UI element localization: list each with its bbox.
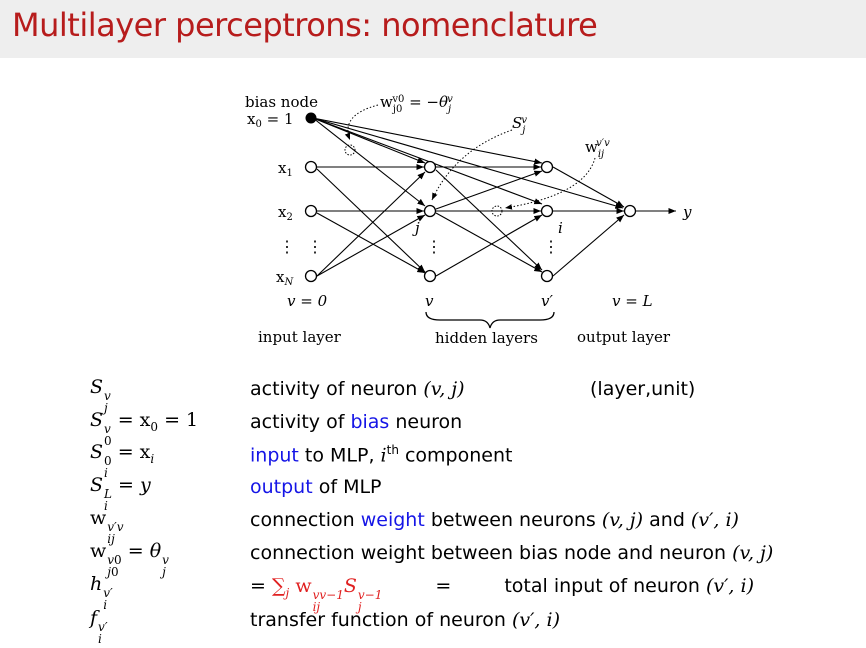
- output-y-label: y: [682, 203, 692, 221]
- mlp-diagram: bias node x0 = 1 wj0v0 = −θjv Sjv wijv′v…: [245, 93, 692, 347]
- input-node-n: [304, 269, 318, 283]
- hidden-v-dots: ⋮: [426, 237, 442, 256]
- input-dots-2: ⋮: [307, 237, 323, 256]
- annotation-arrows: [344, 104, 596, 210]
- hidden-v-node-j: [423, 204, 437, 218]
- input-node-1: [304, 160, 318, 174]
- output-node: [623, 204, 637, 218]
- hidden-vprime-dots: ⋮: [543, 237, 559, 256]
- output-layer-label: output layer: [577, 328, 671, 346]
- def-desc-transfer: transfer function of neuron (v′, i): [250, 609, 560, 631]
- def-desc-input: input to MLP, ith component: [250, 443, 513, 467]
- def-sym-total-input: h v′ i: [90, 573, 113, 612]
- def-layer-unit: (layer,unit): [590, 378, 696, 400]
- def-desc-bias-weight: connection weight between bias node and …: [250, 542, 774, 564]
- layer-v0-label: v = 0: [287, 292, 328, 310]
- input-node-2: [304, 204, 318, 218]
- input-layer-label: input layer: [258, 328, 342, 346]
- weight-label: wijv′v: [585, 138, 610, 160]
- input-label-2: x2: [278, 203, 293, 223]
- bias-weight-label: wj0v0 = −θjv: [380, 93, 453, 115]
- activity-label: Sjv: [512, 114, 527, 136]
- input-label-1: x1: [278, 159, 293, 179]
- def-desc-weight: connection weight between neurons (v, j)…: [250, 509, 739, 531]
- input-label-n: xN: [276, 268, 294, 288]
- slide-title: Multilayer perceptrons: nomenclature: [12, 6, 598, 44]
- node-i-label: i: [558, 219, 563, 237]
- weight-marker: [491, 205, 503, 217]
- def-desc-activity: activity of neuron (v, j): [250, 378, 465, 400]
- title-bar: Multilayer perceptrons: nomenclature: [0, 0, 866, 58]
- layer-vl-label: v = L: [612, 292, 653, 310]
- bias-value-label: x0 = 1: [247, 110, 294, 130]
- bias-node: [305, 112, 317, 124]
- hidden-vprime-node-1: [540, 160, 554, 174]
- layer-v-label: v: [425, 292, 434, 310]
- hidden-vprime-node-i: [540, 204, 554, 218]
- input-dots-1: ⋮: [279, 237, 295, 256]
- bias-weight-marker: [344, 144, 356, 156]
- def-sym-weight: w v′v ij: [90, 507, 124, 546]
- def-sym-transfer: f v′ i: [90, 607, 108, 646]
- connections: [312, 117, 676, 277]
- def-desc-bias: activity of bias neuron: [250, 411, 463, 433]
- layer-vprime-label: v′: [541, 292, 553, 310]
- hidden-vprime-node-n: [540, 269, 554, 283]
- bias-node-label: bias node: [245, 93, 318, 111]
- hidden-v-node-n: [423, 269, 437, 283]
- hidden-layers-brace: [425, 311, 555, 329]
- node-j-label: j: [412, 219, 420, 237]
- hidden-layers-label: hidden layers: [435, 329, 538, 347]
- def-desc-output: output of MLP: [250, 476, 382, 498]
- nodes: [304, 160, 637, 283]
- hidden-v-node-1: [423, 160, 437, 174]
